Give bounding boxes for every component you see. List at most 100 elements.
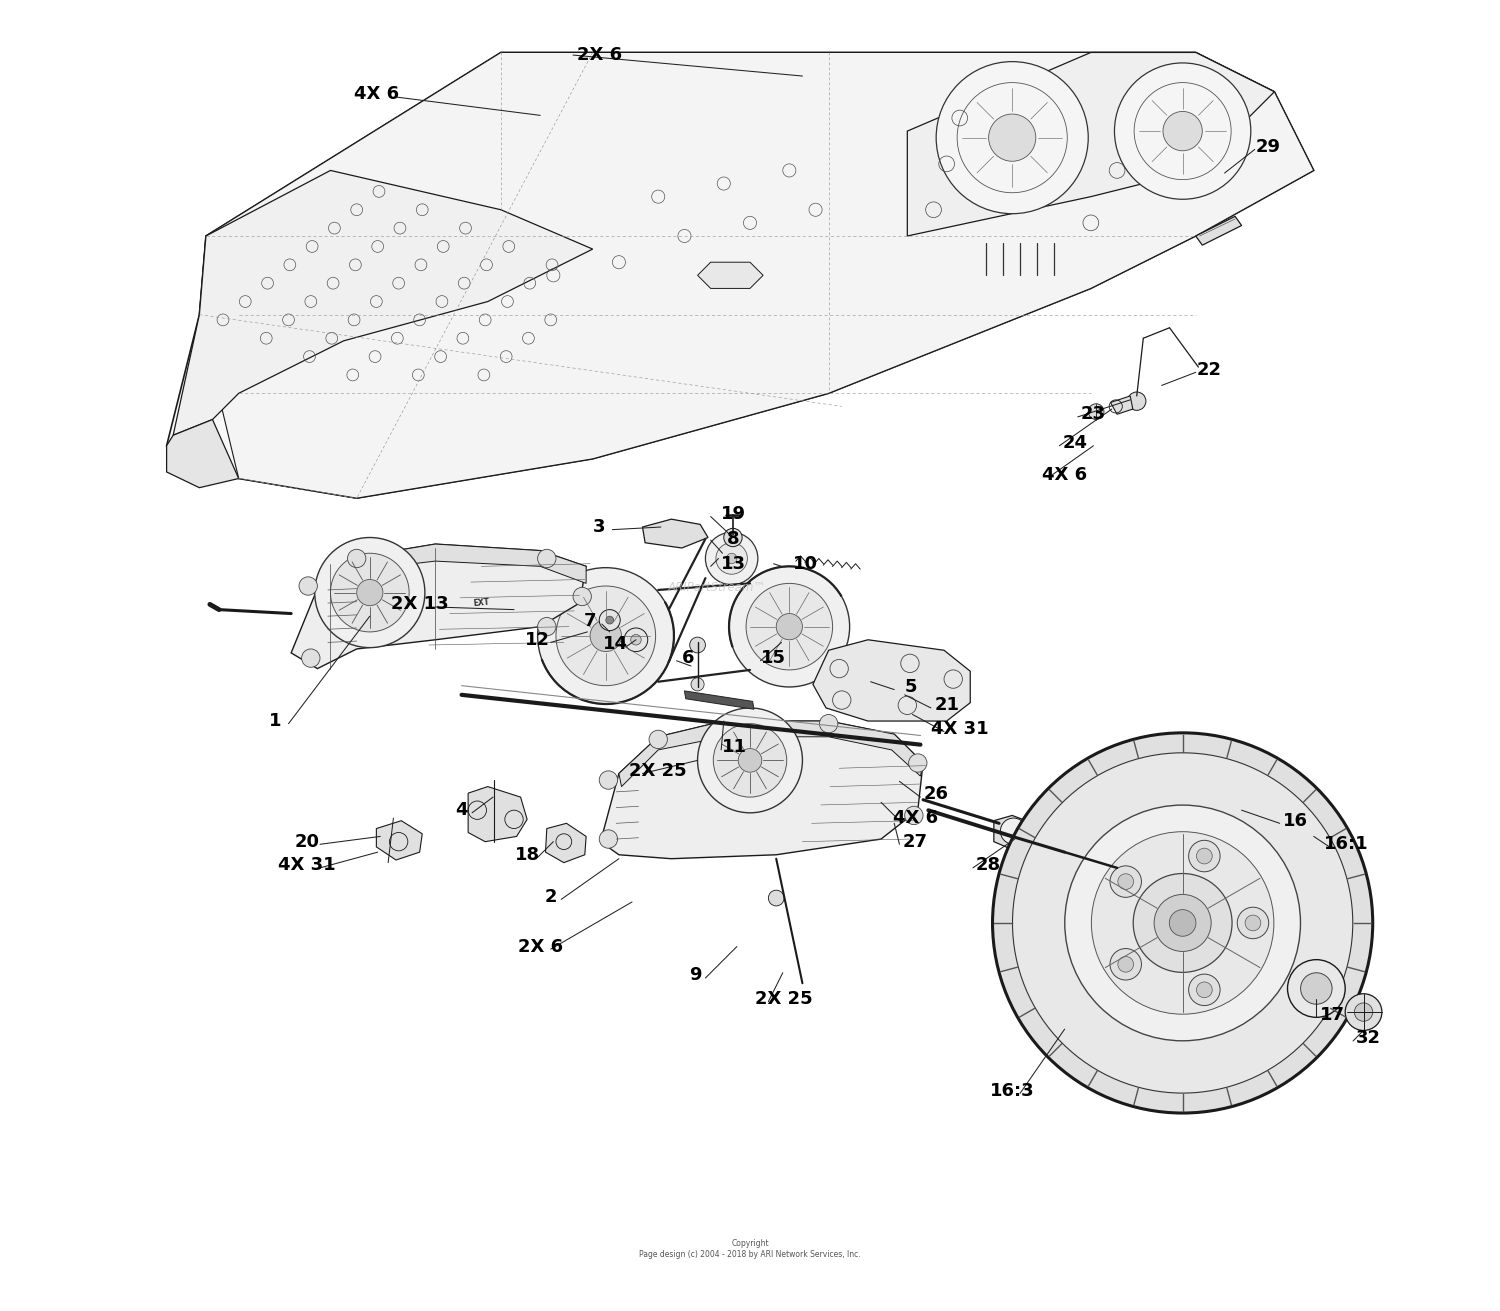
- Circle shape: [1088, 404, 1104, 420]
- Circle shape: [630, 635, 640, 645]
- Text: 1: 1: [268, 712, 282, 730]
- Circle shape: [1128, 392, 1146, 410]
- Circle shape: [598, 771, 618, 789]
- Text: 22: 22: [1197, 361, 1221, 379]
- Circle shape: [1197, 982, 1212, 998]
- Circle shape: [904, 806, 922, 825]
- Circle shape: [819, 714, 839, 733]
- Polygon shape: [172, 170, 592, 435]
- Polygon shape: [994, 815, 1033, 850]
- Text: 9: 9: [688, 966, 700, 985]
- Polygon shape: [1110, 396, 1132, 414]
- Circle shape: [606, 616, 613, 624]
- Circle shape: [988, 114, 1036, 161]
- Circle shape: [1300, 973, 1332, 1004]
- Circle shape: [698, 708, 802, 813]
- Text: 27: 27: [903, 832, 927, 851]
- Text: 4X 31: 4X 31: [278, 856, 336, 874]
- Circle shape: [315, 538, 424, 648]
- Circle shape: [705, 532, 758, 585]
- Text: 23: 23: [1082, 405, 1106, 423]
- Circle shape: [1188, 974, 1219, 1006]
- Text: 8: 8: [726, 530, 740, 548]
- Text: 16:3: 16:3: [990, 1082, 1035, 1100]
- Polygon shape: [642, 519, 708, 548]
- Circle shape: [1154, 894, 1210, 952]
- Circle shape: [348, 549, 366, 568]
- Circle shape: [1065, 805, 1300, 1041]
- Circle shape: [537, 549, 556, 568]
- Circle shape: [936, 62, 1088, 214]
- Circle shape: [330, 553, 410, 632]
- Circle shape: [1118, 957, 1134, 973]
- Circle shape: [573, 587, 591, 606]
- Circle shape: [768, 890, 784, 906]
- Text: 3: 3: [592, 518, 606, 536]
- Circle shape: [1114, 63, 1251, 199]
- Polygon shape: [166, 420, 238, 488]
- Circle shape: [1287, 960, 1346, 1017]
- Text: ARIPartStream™: ARIPartStream™: [668, 581, 766, 594]
- Text: 4X 31: 4X 31: [932, 720, 988, 738]
- Text: 15: 15: [760, 649, 786, 667]
- Text: 10: 10: [792, 555, 818, 573]
- Text: 20: 20: [294, 832, 320, 851]
- Text: 2X 13: 2X 13: [392, 595, 448, 614]
- Text: EXT: EXT: [472, 598, 490, 608]
- Circle shape: [598, 830, 618, 848]
- Text: 17: 17: [1320, 1006, 1344, 1024]
- Circle shape: [1013, 753, 1353, 1093]
- Text: 4X 6: 4X 6: [1042, 465, 1088, 484]
- Circle shape: [537, 617, 556, 636]
- Text: 18: 18: [514, 846, 540, 864]
- Text: 16: 16: [1282, 812, 1308, 830]
- Text: 5: 5: [904, 678, 918, 696]
- Text: 14: 14: [603, 635, 627, 653]
- Circle shape: [726, 553, 736, 564]
- Polygon shape: [620, 721, 922, 787]
- Circle shape: [993, 733, 1372, 1113]
- Circle shape: [1110, 949, 1142, 981]
- Text: 29: 29: [1256, 138, 1281, 156]
- Circle shape: [1132, 873, 1232, 973]
- Text: 2X 6: 2X 6: [576, 46, 622, 64]
- Circle shape: [714, 724, 786, 797]
- Text: 4: 4: [456, 801, 468, 819]
- Circle shape: [1110, 865, 1142, 897]
- Circle shape: [1092, 831, 1274, 1015]
- Circle shape: [1238, 907, 1269, 939]
- Circle shape: [738, 749, 762, 772]
- Circle shape: [537, 568, 674, 704]
- Polygon shape: [291, 544, 586, 669]
- Circle shape: [746, 583, 833, 670]
- Circle shape: [624, 628, 648, 652]
- Polygon shape: [376, 821, 423, 860]
- Text: 12: 12: [525, 631, 550, 649]
- Circle shape: [1245, 915, 1262, 931]
- Polygon shape: [813, 640, 970, 721]
- Circle shape: [1197, 848, 1212, 864]
- Circle shape: [298, 577, 318, 595]
- Text: 7: 7: [584, 612, 597, 631]
- Text: 4X 6: 4X 6: [892, 809, 938, 827]
- Polygon shape: [166, 52, 1314, 498]
- Polygon shape: [320, 544, 586, 595]
- Circle shape: [1000, 818, 1026, 844]
- Text: 16:1: 16:1: [1324, 835, 1370, 853]
- Circle shape: [1170, 910, 1196, 936]
- Text: 2: 2: [544, 888, 556, 906]
- Circle shape: [1162, 111, 1203, 151]
- Polygon shape: [546, 823, 586, 863]
- Circle shape: [357, 579, 382, 606]
- Text: 24: 24: [1062, 434, 1088, 452]
- Circle shape: [1346, 994, 1382, 1030]
- Circle shape: [690, 637, 705, 653]
- Circle shape: [729, 566, 849, 687]
- Text: 28: 28: [976, 856, 1000, 874]
- Circle shape: [302, 649, 320, 667]
- Polygon shape: [908, 52, 1275, 236]
- Text: 13: 13: [720, 555, 746, 573]
- Circle shape: [1118, 873, 1134, 889]
- Text: 11: 11: [722, 738, 747, 756]
- Polygon shape: [1196, 216, 1242, 245]
